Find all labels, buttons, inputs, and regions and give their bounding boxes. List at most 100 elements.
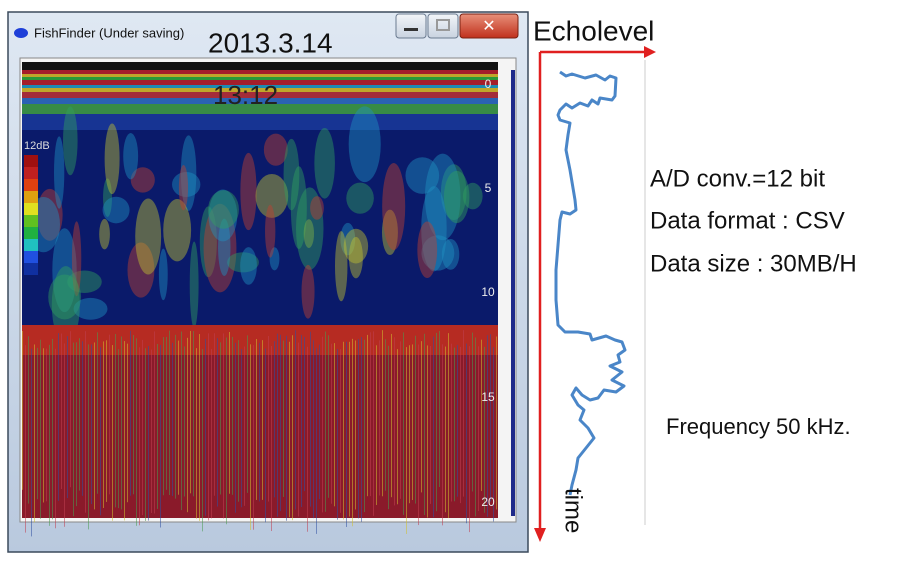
echo-blob <box>67 270 102 294</box>
echo-blob <box>123 132 139 180</box>
echo-blob <box>180 135 197 211</box>
seabed-stripe <box>259 342 260 502</box>
echo-blob <box>255 174 289 218</box>
echo-blob <box>424 153 461 241</box>
scale-swatch <box>24 179 38 191</box>
app-window: FishFinder (Under saving) ✕ 12dB 0 5 10 … <box>7 11 529 553</box>
minimize-button[interactable] <box>395 13 427 39</box>
seabed-stripe <box>193 330 194 497</box>
seabed-stripe <box>112 345 113 521</box>
seabed-stripe <box>52 338 53 520</box>
echo-blob <box>99 218 110 250</box>
seabed-stripe <box>415 335 416 504</box>
echo-blob <box>296 187 324 270</box>
seabed-stripe <box>472 332 473 492</box>
seabed-stripe <box>106 340 107 502</box>
seabed-stripe <box>277 333 278 517</box>
echo-blob <box>158 248 168 301</box>
seabed-stripe <box>85 331 86 513</box>
seabed-stripe <box>427 345 428 518</box>
echo-blob <box>417 221 438 278</box>
seabed-stripe <box>265 348 266 523</box>
seabed-stripe <box>394 337 395 506</box>
seabed-stripe <box>364 339 365 513</box>
echogram <box>22 62 498 537</box>
seabed-stripe <box>322 336 323 513</box>
echo-blob <box>382 162 406 251</box>
seabed-stripe <box>280 334 281 512</box>
echo-blob <box>104 123 120 195</box>
seabed-stripe <box>313 340 314 519</box>
echo-blob <box>163 199 192 262</box>
seabed-stripe <box>82 341 83 496</box>
seabed-stripe <box>61 333 62 490</box>
arrowhead <box>534 528 546 542</box>
seabed-stripe <box>358 339 359 519</box>
seabed-stripe <box>121 336 122 510</box>
seabed-stripe <box>448 333 449 519</box>
seabed-stripe <box>292 335 293 521</box>
seabed-stripe <box>262 340 263 500</box>
seabed-stripe <box>223 333 224 519</box>
seabed-stripe <box>49 344 50 526</box>
seabed-stripe <box>433 336 434 518</box>
seabed-stripe <box>490 334 491 502</box>
seabed-stripe <box>136 338 137 526</box>
echo-blob <box>135 198 162 275</box>
echo-blob <box>130 167 155 193</box>
seabed-stripe <box>73 342 74 517</box>
spec-text: Data format : CSV <box>650 207 845 234</box>
maximize-button[interactable] <box>427 13 459 39</box>
scrollbar[interactable] <box>511 70 515 516</box>
seabed-stripe <box>43 348 44 503</box>
seabed-stripe <box>403 332 404 515</box>
scale-swatch <box>24 203 38 215</box>
depth-label: 20 <box>481 495 495 509</box>
depth-label: 10 <box>481 285 495 299</box>
app-icon <box>14 28 28 38</box>
seabed-stripe <box>310 331 311 507</box>
seabed-stripe <box>67 336 68 499</box>
echo-band <box>22 74 498 77</box>
close-button[interactable] <box>459 13 519 39</box>
echo-blob <box>334 231 348 302</box>
scale-swatch <box>24 227 38 239</box>
echo-band <box>22 70 498 74</box>
echo-blob <box>346 182 374 214</box>
seabed-stripe <box>481 339 482 492</box>
echo-blob <box>421 235 455 271</box>
seabed-stripe <box>493 347 494 522</box>
frequency-text: Frequency 50 kHz. <box>666 414 851 439</box>
seabed-stripe <box>367 334 368 497</box>
spec-text: Data size : 30MB/H <box>650 250 857 277</box>
seabed-stripe <box>139 347 140 526</box>
seabed-stripe <box>304 337 305 492</box>
spec-text: A/D conv.=12 bit <box>650 165 825 192</box>
seabed-stripe <box>361 337 362 522</box>
echo-waveform <box>554 70 627 496</box>
seabed-stripe <box>133 335 134 495</box>
seabed-stripe <box>466 343 467 524</box>
seabed-stripe <box>88 344 89 530</box>
seabed-stripe <box>373 331 374 516</box>
seabed-stripe <box>169 330 170 496</box>
seabed-stripe <box>352 338 353 527</box>
echo-blob <box>189 241 199 328</box>
seabed-stripe <box>40 339 41 519</box>
seabed-stripe <box>256 339 257 500</box>
seabed-stripe <box>181 331 182 511</box>
seabed-stripe <box>232 336 233 495</box>
echo-blob <box>348 236 363 279</box>
seabed-stripe <box>58 333 59 501</box>
echo-blob <box>199 206 217 278</box>
seabed-stripe <box>127 343 128 503</box>
depth-label: 0 <box>485 77 492 91</box>
seabed-stripe <box>343 341 344 520</box>
seabed-stripe <box>46 348 47 502</box>
seabed-stripe <box>79 338 80 491</box>
echo-blob <box>178 165 189 211</box>
echo-blob <box>405 157 440 194</box>
seabed-stripe <box>484 346 485 513</box>
seabed-stripe <box>124 341 125 521</box>
